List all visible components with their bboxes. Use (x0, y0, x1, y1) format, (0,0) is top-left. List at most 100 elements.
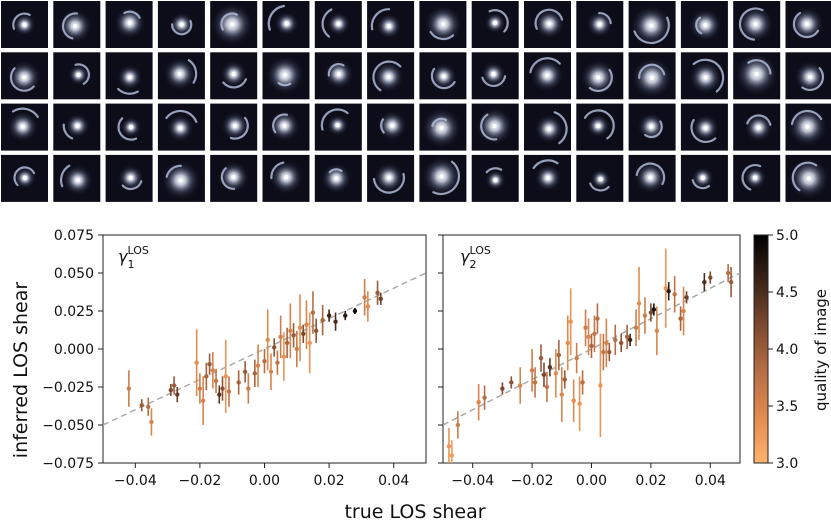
data-point (624, 334, 630, 340)
y-tick-label: 0.050 (54, 266, 94, 282)
lens-thumbnail (576, 52, 624, 100)
data-point (307, 340, 312, 346)
data-point (559, 392, 564, 397)
data-point (476, 400, 481, 405)
colorbar-ticks: 3.0 3.5 4.0 4.5 5.0 (768, 228, 798, 472)
lens-thumbnail (210, 1, 258, 48)
data-point (288, 328, 293, 333)
lens-thumbnail (576, 103, 624, 151)
data-point (149, 419, 154, 425)
lens-thumbnail (105, 103, 153, 151)
data-point (532, 380, 538, 385)
data-point (601, 349, 606, 355)
data-point (651, 307, 657, 312)
colorbar-tick-label: 4.5 (776, 285, 798, 301)
lens-thumbnail (733, 154, 781, 202)
data-point (320, 317, 325, 323)
data-point (547, 365, 553, 370)
data-point (728, 279, 734, 285)
data-point (304, 322, 309, 327)
left-panel-label: γ1LOS (118, 244, 149, 271)
y-tick-label: 0.075 (54, 228, 94, 244)
data-point (175, 392, 180, 397)
data-point (589, 343, 594, 349)
data-point (301, 331, 306, 336)
lens-thumbnail (262, 154, 310, 202)
right-plot-content (443, 248, 740, 463)
data-point (194, 360, 199, 365)
lens-thumbnail (419, 52, 467, 100)
data-point (598, 383, 603, 388)
data-point (592, 331, 597, 336)
lens-thumbnail (53, 1, 101, 48)
data-point (672, 292, 677, 297)
colorbar (753, 234, 769, 464)
data-point (725, 270, 731, 276)
lens-thumbnail (785, 52, 831, 100)
x-tick-label: 0.02 (635, 473, 666, 489)
data-point (333, 319, 338, 324)
lens-thumbnail (471, 1, 519, 48)
data-point (126, 386, 132, 391)
lens-thumbnail (1, 52, 48, 100)
data-point (378, 296, 383, 302)
data-point (278, 334, 283, 340)
lens-thumbnail (157, 1, 205, 48)
x-tick-label: −0.04 (114, 473, 157, 489)
data-point (654, 328, 660, 333)
data-point (565, 340, 570, 346)
data-point (220, 386, 225, 391)
lens-thumbnail (210, 154, 258, 202)
data-point (708, 275, 713, 280)
lens-thumbnail (262, 52, 310, 100)
data-point (529, 368, 535, 373)
lens-thumbnail (367, 154, 415, 202)
data-point (678, 316, 683, 321)
y-tick-label: −0.025 (42, 380, 94, 396)
x-tick-label: 0.00 (249, 473, 280, 489)
data-point (294, 346, 299, 352)
lens-thumbnail (157, 52, 205, 100)
x-tick-label: 0.04 (378, 473, 409, 489)
data-point (375, 290, 380, 295)
lens-thumbnail (733, 52, 781, 100)
data-point (633, 325, 639, 330)
x-tick-label: −0.02 (178, 473, 221, 489)
lens-thumbnail (367, 103, 415, 151)
data-point (607, 349, 612, 355)
data-point (636, 301, 642, 306)
data-point (648, 310, 654, 315)
data-point (446, 444, 452, 449)
lens-thumbnail (314, 52, 362, 100)
data-point (313, 328, 319, 333)
lens-thumbnail (419, 154, 467, 202)
lens-thumbnail (105, 1, 153, 48)
data-point (310, 310, 316, 315)
lens-thumbnail (628, 1, 676, 48)
data-point (197, 386, 203, 391)
lens-thumbnail (419, 103, 467, 151)
x-tick-label: −0.02 (511, 473, 554, 489)
lens-thumbnail (733, 103, 781, 151)
data-point (343, 313, 348, 318)
data-point (352, 308, 358, 314)
lens-thumbnail (628, 52, 676, 100)
y-axis-title: inferred LOS shear (10, 282, 32, 459)
data-point (604, 340, 609, 346)
lens-thumbnail (262, 103, 310, 151)
lens-thumbnail-grid (1, 1, 831, 202)
lens-thumbnail (262, 1, 310, 48)
lens-thumbnail (1, 103, 48, 151)
lens-thumbnail (367, 52, 415, 100)
lens-thumbnail (680, 154, 728, 202)
data-point (204, 374, 209, 379)
y-tick-label: 0.000 (54, 342, 94, 358)
data-point (562, 377, 567, 382)
data-point (577, 401, 582, 406)
data-point (642, 313, 648, 318)
lens-thumbnail (1, 154, 48, 202)
colorbar-tick-label: 3.0 (776, 456, 798, 472)
left-plot-content (103, 272, 426, 436)
lens-thumbnail (524, 103, 571, 151)
data-point (200, 398, 206, 403)
